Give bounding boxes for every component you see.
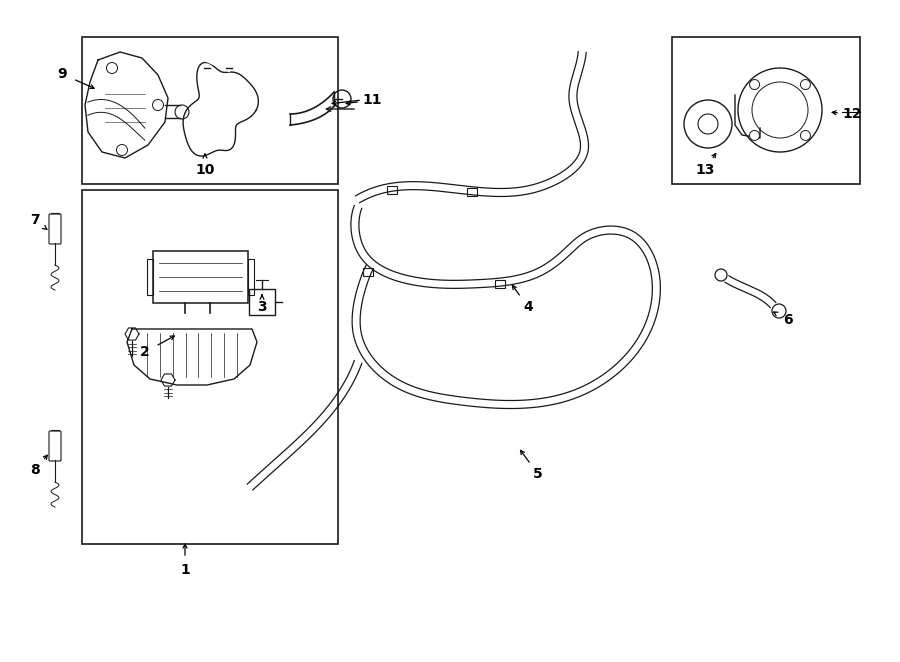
Bar bbox=[152, 251, 248, 303]
Text: 5: 5 bbox=[533, 467, 543, 481]
Text: 3: 3 bbox=[257, 300, 266, 314]
Circle shape bbox=[750, 130, 760, 140]
Bar bbox=[495, 280, 505, 288]
Bar bbox=[387, 186, 397, 194]
Polygon shape bbox=[85, 52, 168, 158]
Text: 11: 11 bbox=[363, 93, 382, 107]
Bar bbox=[82, 37, 338, 184]
Text: 8: 8 bbox=[30, 463, 40, 477]
Bar bbox=[248, 259, 254, 295]
Bar bbox=[249, 289, 275, 315]
Circle shape bbox=[800, 79, 811, 89]
Text: 1: 1 bbox=[180, 563, 190, 577]
Bar bbox=[672, 37, 860, 184]
Text: 4: 4 bbox=[523, 300, 533, 314]
Bar bbox=[363, 268, 373, 276]
Circle shape bbox=[800, 130, 811, 140]
Bar bbox=[147, 259, 152, 295]
Bar bbox=[467, 188, 477, 196]
Text: 10: 10 bbox=[195, 163, 215, 177]
Bar bbox=[82, 190, 338, 544]
Text: 9: 9 bbox=[58, 67, 67, 81]
Text: 2: 2 bbox=[140, 345, 150, 359]
Polygon shape bbox=[127, 329, 257, 385]
Circle shape bbox=[750, 79, 760, 89]
Text: 6: 6 bbox=[783, 313, 793, 327]
Text: 7: 7 bbox=[31, 213, 40, 227]
Text: 13: 13 bbox=[696, 163, 715, 177]
Text: 12: 12 bbox=[842, 107, 862, 121]
